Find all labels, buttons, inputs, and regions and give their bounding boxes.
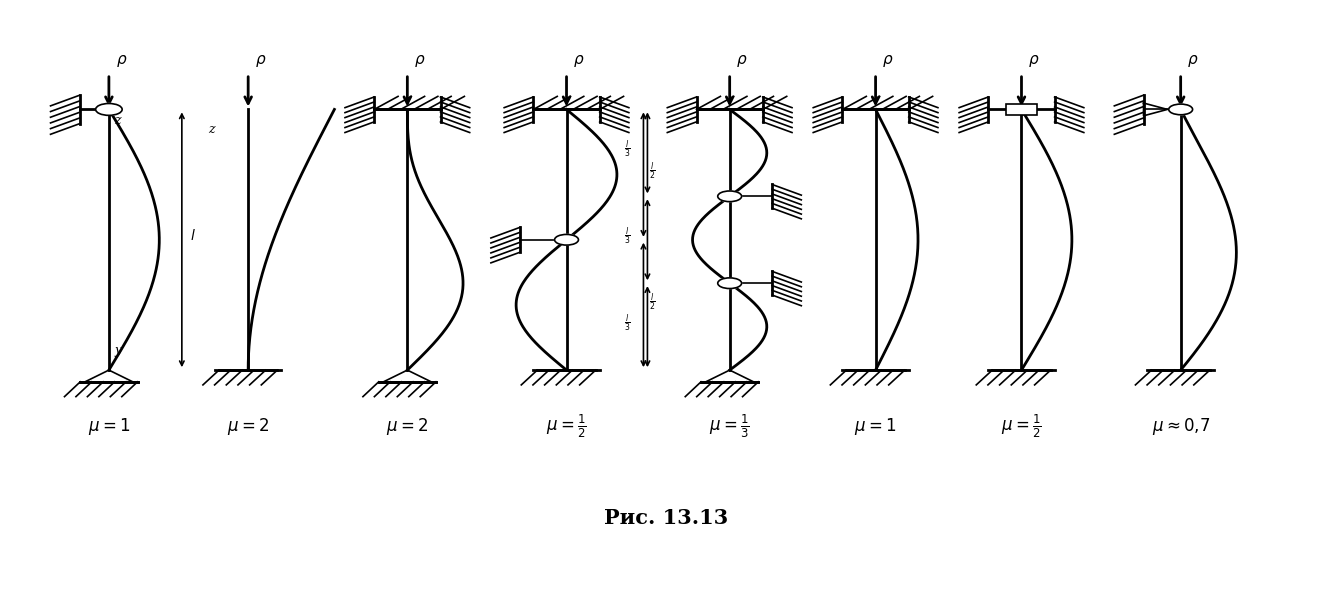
Text: $\frac{l}{3}$: $\frac{l}{3}$ xyxy=(623,313,630,334)
Text: $\rho$: $\rho$ xyxy=(573,53,585,69)
Circle shape xyxy=(554,234,578,245)
Text: $\mu=\frac{1}{2}$: $\mu=\frac{1}{2}$ xyxy=(1002,413,1042,440)
Text: $\rho$: $\rho$ xyxy=(414,53,425,69)
Bar xyxy=(1006,104,1038,115)
Text: $\mu\approx0{,}7$: $\mu\approx0{,}7$ xyxy=(1152,416,1209,437)
Text: $\frac{l}{2}$: $\frac{l}{2}$ xyxy=(649,161,655,182)
Text: $\rho$: $\rho$ xyxy=(1187,53,1199,69)
Text: $\rho$: $\rho$ xyxy=(1028,53,1040,69)
Text: $\mu=1$: $\mu=1$ xyxy=(88,416,131,437)
Text: $\rho$: $\rho$ xyxy=(254,53,266,69)
Text: z: z xyxy=(208,123,214,136)
Text: $\frac{l}{3}$: $\frac{l}{3}$ xyxy=(623,226,630,248)
Text: $\rho$: $\rho$ xyxy=(116,53,127,69)
Text: $\mu=\frac{1}{2}$: $\mu=\frac{1}{2}$ xyxy=(546,413,587,440)
Text: z: z xyxy=(115,114,121,127)
Text: $\mu=1$: $\mu=1$ xyxy=(854,416,896,437)
Text: $\frac{l}{3}$: $\frac{l}{3}$ xyxy=(623,139,630,160)
Text: $\mu=2$: $\mu=2$ xyxy=(226,416,269,437)
Circle shape xyxy=(718,191,742,202)
Text: $l$: $l$ xyxy=(189,228,196,243)
Text: $\rho$: $\rho$ xyxy=(882,53,894,69)
Circle shape xyxy=(1168,104,1192,115)
Text: $\frac{l}{2}$: $\frac{l}{2}$ xyxy=(649,291,655,313)
Text: $\rho$: $\rho$ xyxy=(737,53,747,69)
Circle shape xyxy=(96,103,123,115)
Text: Рис. 13.13: Рис. 13.13 xyxy=(603,508,729,528)
Text: $\mu=2$: $\mu=2$ xyxy=(386,416,429,437)
Text: y: y xyxy=(115,343,121,356)
Circle shape xyxy=(718,278,742,288)
Text: $\mu=\frac{1}{3}$: $\mu=\frac{1}{3}$ xyxy=(710,413,750,440)
